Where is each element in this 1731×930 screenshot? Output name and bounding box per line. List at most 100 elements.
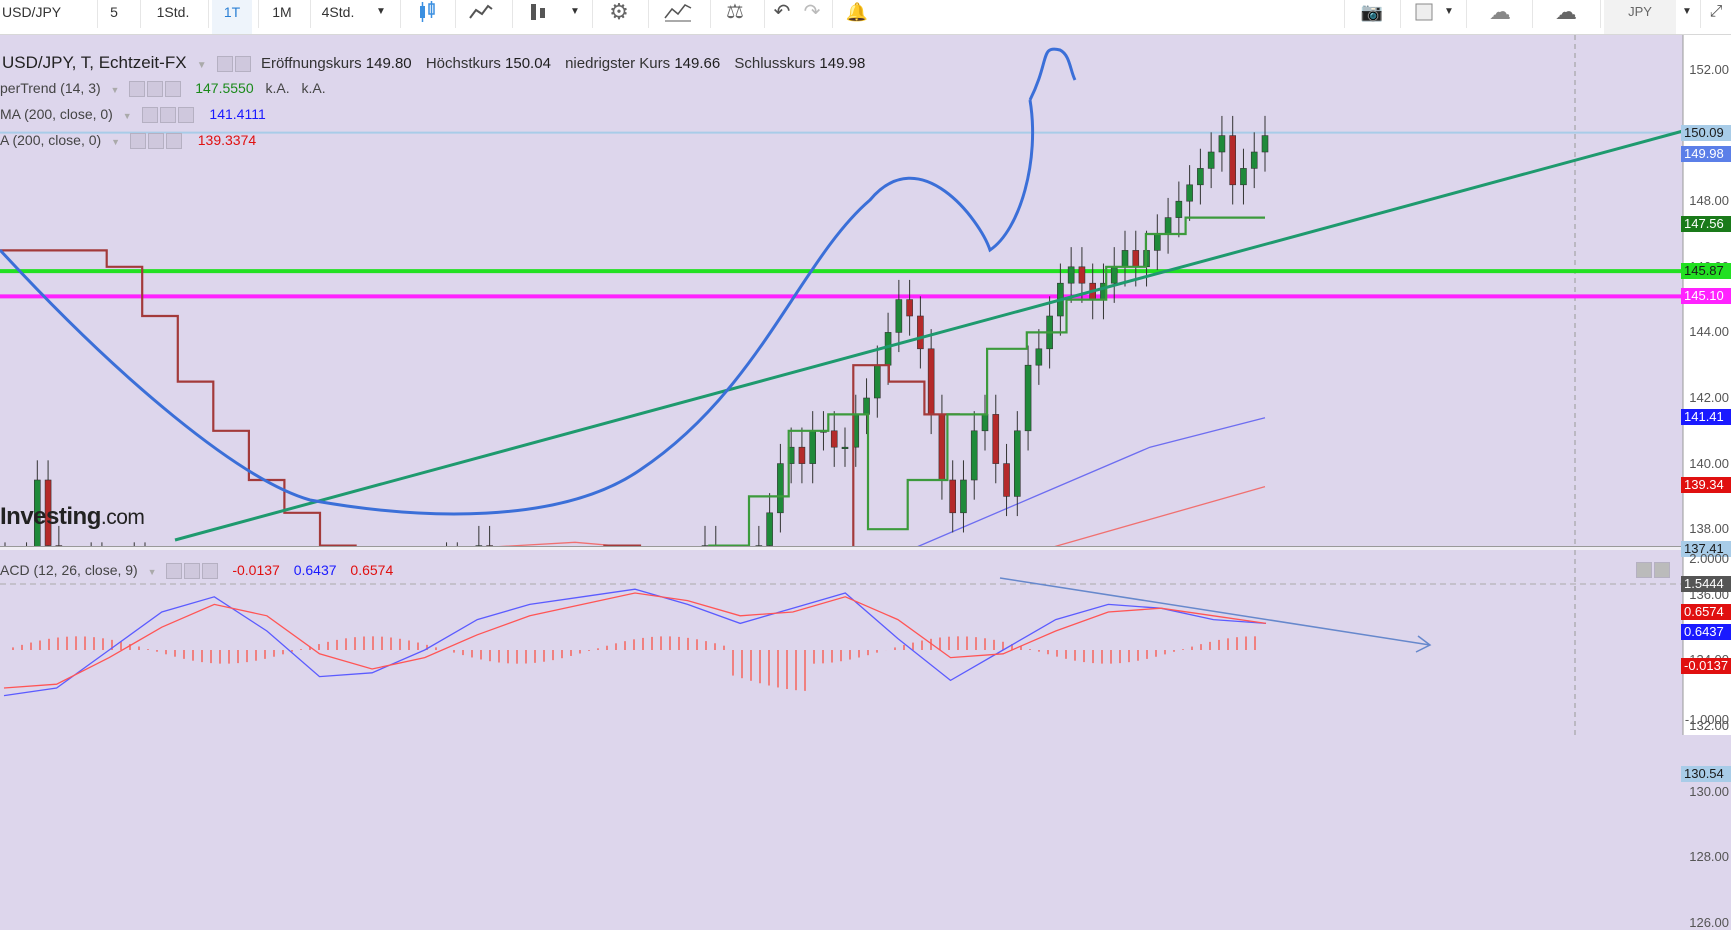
ma-blue-line xyxy=(915,417,1266,547)
indicator-value: 139.3374 xyxy=(197,132,257,148)
price-marker-label: 137.41 xyxy=(1681,540,1731,557)
cloud-upload-icon[interactable]: ☁ xyxy=(1555,0,1577,24)
macd-trend-arrow xyxy=(999,577,1431,646)
curve-drawing xyxy=(0,99,1035,516)
interval-dropdown[interactable]: ▼ xyxy=(376,6,386,17)
candle-body xyxy=(917,315,924,350)
interval-1t[interactable]: 1T xyxy=(212,0,252,34)
candle-body xyxy=(1024,364,1032,432)
candle-body xyxy=(1154,233,1161,251)
low-label: niedrigster Kurs xyxy=(565,55,671,72)
alert-bell-icon[interactable]: 🔔 xyxy=(845,2,869,22)
macd-marker-label: 1.5444 xyxy=(1681,576,1731,592)
candle-body xyxy=(949,479,956,514)
settings-toggle[interactable] xyxy=(159,107,176,124)
symbol-selector[interactable]: USD/JPY xyxy=(2,4,62,20)
divider xyxy=(258,0,259,28)
cloud-download-icon[interactable]: ☁ xyxy=(1489,0,1511,24)
layout-dropdown[interactable]: ▼ xyxy=(1444,6,1454,17)
close-value: 149.98 xyxy=(819,55,866,72)
interval-4std[interactable]: 4Std. xyxy=(321,4,355,20)
candle-body xyxy=(906,299,913,317)
visibility-toggle[interactable] xyxy=(129,133,146,150)
divider xyxy=(1532,0,1533,28)
visibility-toggle[interactable] xyxy=(129,81,146,98)
divider xyxy=(97,0,98,28)
indicator-ma-blue[interactable]: MA (200, close, 0) ▼ 141.4111 xyxy=(0,106,266,124)
visibility-toggle[interactable] xyxy=(166,563,183,580)
divider xyxy=(208,0,209,28)
pane-up-icon[interactable] xyxy=(1636,561,1652,578)
interval-1m[interactable]: 1M xyxy=(272,4,292,20)
candle-body xyxy=(777,463,784,514)
macd-chart[interactable] xyxy=(0,550,1731,735)
price-tick-label: 148.00 xyxy=(1689,193,1729,209)
candle-body xyxy=(981,414,989,432)
price-marker-label: 145.10 xyxy=(1681,288,1731,305)
divider xyxy=(455,0,456,28)
indicators-icon[interactable] xyxy=(660,0,696,34)
price-chart[interactable] xyxy=(0,35,1731,547)
price-marker-label: 145.87 xyxy=(1681,263,1731,280)
divider xyxy=(1400,0,1401,28)
divider xyxy=(1700,0,1701,28)
indicator-extra: k.A. xyxy=(265,80,290,96)
candle-body xyxy=(874,364,881,399)
price-tick-label: 142.00 xyxy=(1689,390,1729,405)
currency-dropdown[interactable]: ▼ xyxy=(1682,6,1692,17)
macd-signal-value: 0.6574 xyxy=(350,562,394,578)
pane-controls[interactable] xyxy=(1636,561,1672,579)
chart-type-dropdown[interactable]: ▼ xyxy=(570,6,580,17)
settings-toggle[interactable] xyxy=(147,81,164,98)
indicator-supertrend[interactable]: perTrend (14, 3) ▼ 147.5550 k.A. k.A. xyxy=(0,80,326,98)
visibility-toggle[interactable] xyxy=(216,56,233,73)
macd-series-line xyxy=(3,588,1267,697)
layout-icon[interactable] xyxy=(1412,0,1436,34)
macd-value: 0.6437 xyxy=(293,562,337,578)
redo-icon[interactable]: ↷ xyxy=(803,1,821,23)
candle-body xyxy=(895,299,903,333)
camera-icon[interactable]: 📷 xyxy=(1360,2,1384,22)
indicator-name: perTrend (14, 3) xyxy=(0,80,101,96)
undo-icon[interactable]: ↶ xyxy=(773,1,791,23)
candle-chart-icon[interactable] xyxy=(412,0,442,34)
remove-toggle[interactable] xyxy=(165,81,182,98)
candle-body xyxy=(1229,135,1236,186)
candle-body xyxy=(927,348,935,415)
price-tick-label: 144.00 xyxy=(1689,324,1729,340)
supertrend-green-line xyxy=(708,216,1265,547)
candle-body xyxy=(1207,151,1215,169)
settings-toggle[interactable] xyxy=(147,133,164,150)
indicator-macd[interactable]: ACD (12, 26, close, 9) ▼ -0.0137 0.6437 … xyxy=(0,562,394,580)
price-marker-label: 150.09 xyxy=(1681,124,1731,141)
settings-toggle[interactable] xyxy=(184,563,201,580)
divider xyxy=(1466,0,1467,28)
interval-1std[interactable]: 1Std. xyxy=(156,4,190,20)
indicator-name: MA (200, close, 0) xyxy=(0,106,113,122)
remove-toggle[interactable] xyxy=(165,133,182,150)
remove-toggle[interactable] xyxy=(177,107,194,124)
currency-selector[interactable]: JPY xyxy=(1604,0,1676,34)
line-chart-icon[interactable] xyxy=(466,0,496,34)
pane-down-icon[interactable] xyxy=(1654,561,1670,578)
candle-body xyxy=(992,414,1000,464)
remove-toggle[interactable] xyxy=(202,563,219,580)
compare-icon[interactable]: ⚖ xyxy=(726,1,744,23)
price-marker-label: 130.54 xyxy=(1681,765,1731,782)
fullscreen-icon[interactable]: ⤢ xyxy=(1709,3,1723,20)
divider xyxy=(592,0,593,28)
divider xyxy=(1600,0,1601,28)
price-tick-label: 130.00 xyxy=(1689,783,1729,799)
gear-icon[interactable]: ⚙ xyxy=(609,0,629,24)
candle-body xyxy=(1197,168,1204,186)
indicator-ma-red[interactable]: A (200, close, 0) ▼ 139.3374 xyxy=(0,132,257,150)
price-tick-label: 126.00 xyxy=(1689,914,1729,930)
interval-5[interactable]: 5 xyxy=(110,4,118,20)
bar-chart-icon[interactable] xyxy=(524,0,552,34)
candle-body xyxy=(1067,266,1075,284)
price-tick-label: 128.00 xyxy=(1689,849,1729,865)
price-marker-label: 141.41 xyxy=(1681,409,1731,426)
divider xyxy=(310,0,311,28)
settings-toggle[interactable] xyxy=(234,56,251,73)
visibility-toggle[interactable] xyxy=(141,107,158,124)
